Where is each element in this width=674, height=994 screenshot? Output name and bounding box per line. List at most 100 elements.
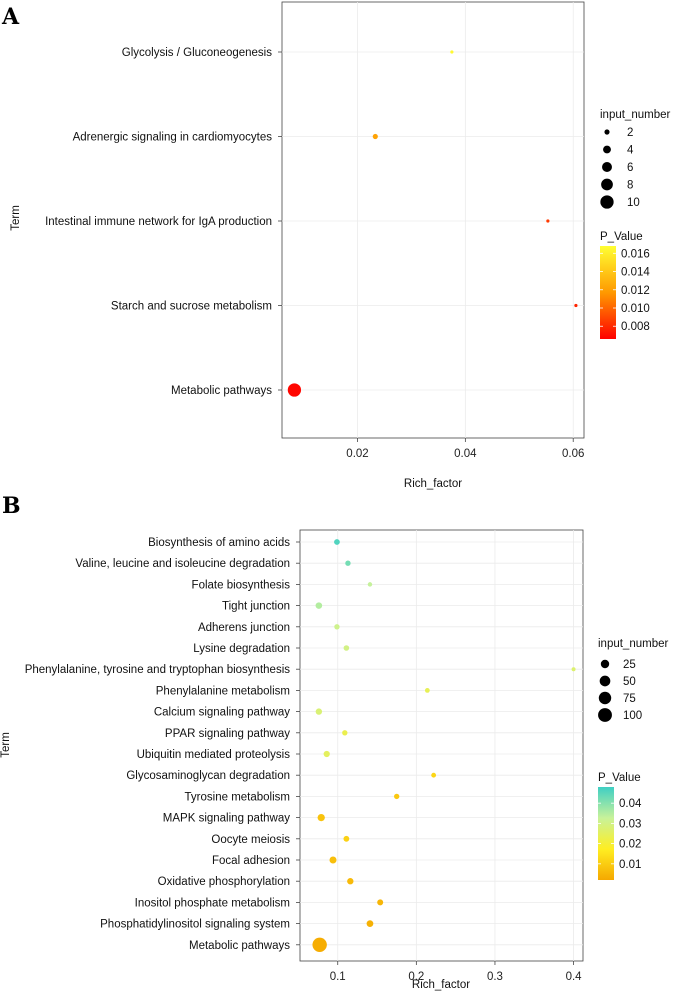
panel-b-points — [312, 539, 576, 952]
data-point — [366, 920, 374, 927]
data-point — [574, 303, 578, 308]
size-legend-label: 2 — [627, 127, 633, 139]
size-legend-label: 50 — [623, 676, 636, 688]
size-legend-dot — [599, 675, 611, 687]
size-legend-label: 75 — [623, 693, 636, 705]
term-label: Oocyte meiosis — [211, 834, 290, 846]
panel-a-gridlines — [282, 2, 584, 438]
panel-b-colorbar — [598, 787, 614, 880]
term-label: Metabolic pathways — [189, 940, 290, 952]
term-label: Biosynthesis of amino acids — [148, 537, 290, 549]
data-point — [287, 383, 302, 397]
colorbar-label: 0.014 — [621, 267, 650, 279]
data-point — [342, 730, 348, 736]
colorbar-label: 0.04 — [619, 798, 642, 810]
data-point — [546, 219, 550, 223]
size-legend-dot — [601, 178, 613, 191]
colorbar-label: 0.02 — [619, 839, 641, 851]
data-point — [329, 856, 337, 864]
data-point — [347, 878, 354, 885]
term-label: Adherens junction — [198, 622, 290, 634]
size-legend-label: 25 — [623, 659, 636, 671]
panel-a-letter: A — [1, 4, 20, 30]
term-label: Adrenergic signaling in cardiomyocytes — [73, 132, 273, 144]
term-label: Glycosaminoglycan degradation — [126, 770, 290, 782]
colorbar-label: 0.008 — [621, 321, 650, 333]
term-label: Calcium signaling pathway — [154, 707, 290, 719]
term-label: Tight junction — [222, 601, 290, 613]
x-tick-label: 0.4 — [566, 971, 583, 983]
term-label: Lysine degradation — [193, 643, 290, 655]
term-label: Ubiquitin mediated proteolysis — [137, 749, 291, 761]
panel-a-y-axis-title: Term — [10, 205, 22, 231]
data-point — [377, 899, 384, 906]
panel-a-colorbar — [600, 246, 616, 339]
panel-b-colorbar-ticks: 0.04 0.03 0.02 0.01 — [598, 798, 642, 871]
term-label: Phenylalanine metabolism — [156, 685, 290, 697]
data-point — [431, 772, 437, 778]
data-point — [315, 602, 323, 609]
panel-a-color-legend-title: P_Value — [600, 231, 643, 243]
panel-a-size-legend: 2 4 6 8 10 — [600, 127, 640, 209]
panel-b-x-axis-title: Rich_factor — [412, 979, 470, 991]
panel-b-gridlines — [300, 530, 583, 961]
colorbar-label: 0.01 — [619, 859, 641, 871]
data-point — [315, 708, 323, 715]
panel-a-colorbar-ticks: 0.016 0.014 0.012 0.010 0.008 — [600, 248, 650, 333]
term-label: Phenylalanine, tyrosine and tryptophan b… — [25, 664, 291, 676]
x-tick-label: 0.3 — [487, 971, 503, 983]
data-point — [345, 560, 351, 566]
panel-a-term-labels: Glycolysis / Gluconeogenesis Adrenergic s… — [45, 47, 282, 397]
x-tick-label: 0.1 — [330, 971, 346, 983]
size-legend-dot — [600, 659, 610, 669]
colorbar-label: 0.012 — [621, 285, 650, 297]
x-tick-label: 0.2 — [408, 971, 424, 983]
term-label: Valine, leucine and isoleucine degradati… — [75, 558, 290, 570]
size-legend-label: 10 — [627, 197, 640, 209]
panel-a-x-axis-title: Rich_factor — [404, 478, 462, 490]
panel-a-size-legend-title: input_number — [600, 109, 670, 121]
x-tick-label: 0.02 — [346, 448, 368, 460]
colorbar-label: 0.03 — [619, 818, 641, 830]
data-point — [334, 539, 340, 545]
x-tick-label: 0.06 — [562, 448, 584, 460]
panel-b-y-axis-title: Term — [0, 732, 12, 758]
term-label: Folate biosynthesis — [192, 579, 291, 591]
size-legend-dot — [598, 691, 612, 705]
term-label: Oxidative phosphorylation — [158, 876, 290, 888]
size-legend-dot — [598, 708, 612, 722]
data-point — [334, 624, 340, 630]
data-point — [343, 645, 350, 651]
data-point — [372, 133, 378, 140]
data-point — [367, 582, 373, 587]
data-point — [394, 793, 400, 800]
panel-a-plot-area — [281, 1, 585, 439]
size-legend-dot — [602, 162, 612, 172]
data-point — [571, 667, 576, 672]
term-label: Phosphatidylinositol signaling system — [100, 919, 290, 931]
data-point — [343, 835, 350, 842]
panel-b-color-legend-title: P_Value — [598, 772, 641, 784]
data-point — [312, 937, 327, 952]
data-point — [450, 50, 454, 54]
size-legend-label: 8 — [627, 180, 633, 192]
term-label: Inositol phosphate metabolism — [135, 897, 290, 909]
panel-b-letter: B — [2, 493, 21, 519]
panel-b-plot-area — [299, 529, 584, 962]
term-label: Glycolysis / Gluconeogenesis — [122, 47, 272, 59]
size-legend-dot — [603, 145, 611, 154]
panel-a-chart: Glycolysis / Gluconeogenesis Adrenergic s… — [10, 1, 670, 490]
data-point — [323, 750, 330, 758]
panel-a-points — [287, 50, 578, 397]
panel-b-term-labels: Biosynthesis of amino acids Valine, leuci… — [25, 537, 300, 952]
panel-b-size-legend-title: input_number — [598, 638, 668, 650]
panel-b-chart: Biosynthesis of amino acids Valine, leuci… — [0, 529, 668, 991]
term-label: Starch and sucrose metabolism — [111, 301, 272, 313]
colorbar-label: 0.016 — [621, 248, 650, 260]
panel-b-x-ticks: 0.1 0.2 0.3 0.4 — [330, 961, 582, 983]
size-legend-dot — [604, 129, 610, 135]
size-legend-label: 6 — [627, 162, 633, 174]
term-label: Intestinal immune network for IgA produc… — [45, 216, 272, 228]
size-legend-label: 4 — [627, 145, 634, 157]
